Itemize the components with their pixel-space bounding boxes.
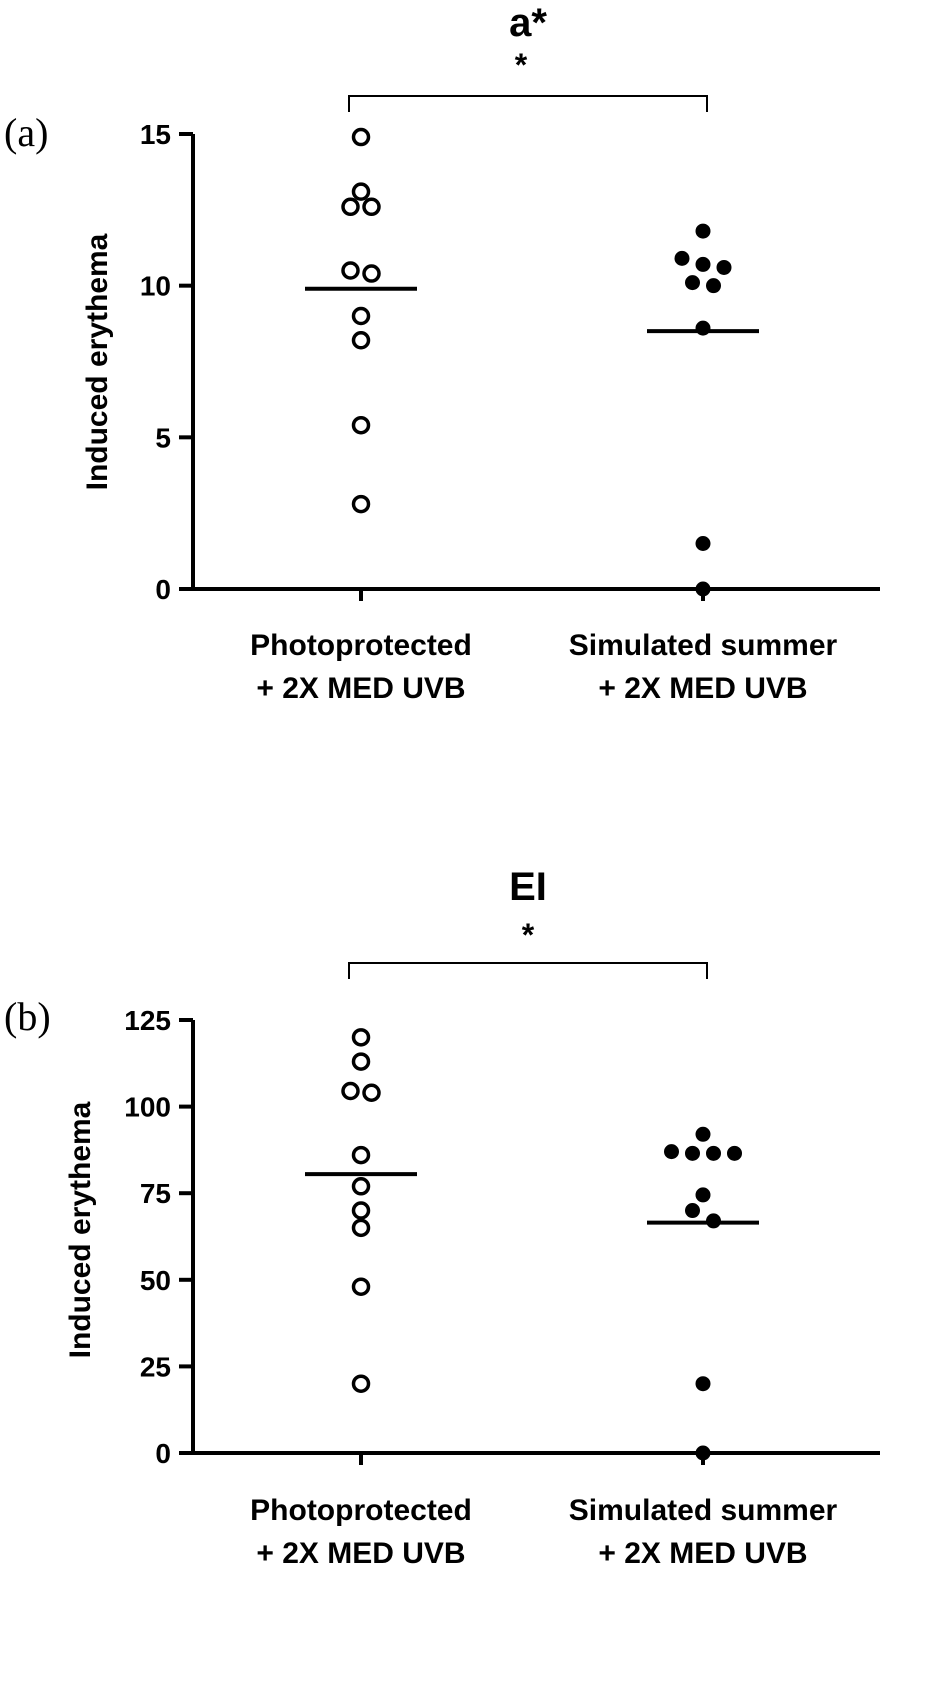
panel-a-category-1-line-2: + 2X MED UVB [256, 672, 465, 705]
data-point-filled [695, 536, 711, 551]
y-tick-label: 125 [124, 1005, 171, 1036]
panel-b: (b) EI * Induced erythema 0255075100125 … [4, 865, 880, 1570]
panel-a-category-1-line-1: Photoprotected [250, 629, 472, 662]
data-point-filled [695, 581, 711, 597]
data-point-open [362, 264, 381, 283]
data-point-filled [706, 278, 721, 294]
y-tick-label: 0 [155, 1438, 171, 1469]
data-point-open [351, 1145, 371, 1165]
panel-a-mean-lines [305, 286, 759, 334]
data-point-open [351, 415, 371, 435]
data-point-filled [685, 1145, 700, 1161]
panel-b-title: EI [509, 865, 547, 909]
y-tick-label: 5 [155, 422, 171, 453]
panel-b-category-2-line-1: Simulated summer [569, 1494, 838, 1527]
panel-a-data-points [341, 127, 732, 597]
data-point-filled [695, 1187, 711, 1203]
panel-b-category-2-line-2: + 2X MED UVB [598, 1537, 807, 1570]
data-point-filled [706, 1145, 721, 1161]
data-point-open [351, 1028, 371, 1047]
panel-a-axes [191, 134, 880, 591]
panel-b-letter: (b) [4, 994, 51, 1039]
panel-b-data-points [341, 1028, 742, 1461]
data-point-open [362, 1083, 381, 1102]
data-point-open [362, 197, 381, 217]
panel-a-y-ticks: 0 5 10 15 [140, 119, 193, 605]
data-point-filled [695, 320, 711, 336]
data-point-filled [706, 1213, 721, 1229]
data-point-open [351, 127, 371, 147]
panel-b-significance-label: * [522, 917, 535, 953]
panel-a-category-2-line-2: + 2X MED UVB [598, 672, 807, 705]
y-tick-label: 15 [140, 119, 171, 150]
panel-b-category-1-line-1: Photoprotected [250, 1494, 472, 1527]
panel-a-significance-label: * [515, 47, 528, 83]
panel-a-title: a* [509, 1, 547, 45]
y-tick-label: 10 [140, 271, 171, 302]
data-point-open [351, 1277, 371, 1296]
panel-b-axes [191, 1020, 880, 1455]
data-point-filled [664, 1144, 679, 1160]
panel-b-y-axis-label: Induced erythema [64, 1101, 97, 1358]
data-point-open [351, 331, 371, 350]
panel-b-significance-bracket: * [348, 917, 708, 979]
data-point-filled [716, 259, 732, 275]
panel-b-y-ticks: 0 25 50 75 100 125 [124, 1005, 193, 1469]
data-point-open [351, 306, 371, 326]
data-point-filled [695, 223, 711, 239]
data-point-open [351, 1201, 371, 1220]
data-point-open [341, 197, 360, 217]
panel-a-letter: (a) [4, 110, 48, 155]
data-point-open [341, 1081, 360, 1101]
data-point-open [341, 261, 360, 280]
data-point-filled [695, 1126, 711, 1142]
data-point-open [351, 1218, 371, 1238]
panel-b-mean-lines [305, 1172, 759, 1225]
y-tick-label: 75 [140, 1178, 171, 1209]
y-tick-label: 0 [155, 574, 171, 605]
data-point-open [351, 494, 371, 514]
y-tick-label: 25 [140, 1351, 171, 1382]
data-point-open [351, 1052, 371, 1071]
panel-a-significance-bracket: * [348, 47, 708, 112]
data-point-open [351, 1374, 371, 1393]
panel-b-category-1-line-2: + 2X MED UVB [256, 1537, 465, 1570]
data-point-filled [695, 256, 711, 272]
data-point-open [351, 1177, 371, 1196]
y-tick-label: 100 [124, 1092, 171, 1123]
data-point-open [351, 182, 371, 201]
data-point-filled [685, 275, 700, 291]
data-point-filled [674, 250, 690, 266]
data-point-filled [727, 1145, 742, 1161]
data-point-filled [695, 1376, 711, 1392]
panel-a: (a) a* * Induced erythema 0 5 10 15 Photopr… [4, 1, 880, 705]
panel-a-category-2-line-1: Simulated summer [569, 629, 838, 662]
data-point-filled [685, 1203, 700, 1219]
panel-a-y-axis-label: Induced erythema [81, 233, 114, 490]
data-point-filled [695, 1445, 711, 1461]
y-tick-label: 50 [140, 1265, 171, 1296]
